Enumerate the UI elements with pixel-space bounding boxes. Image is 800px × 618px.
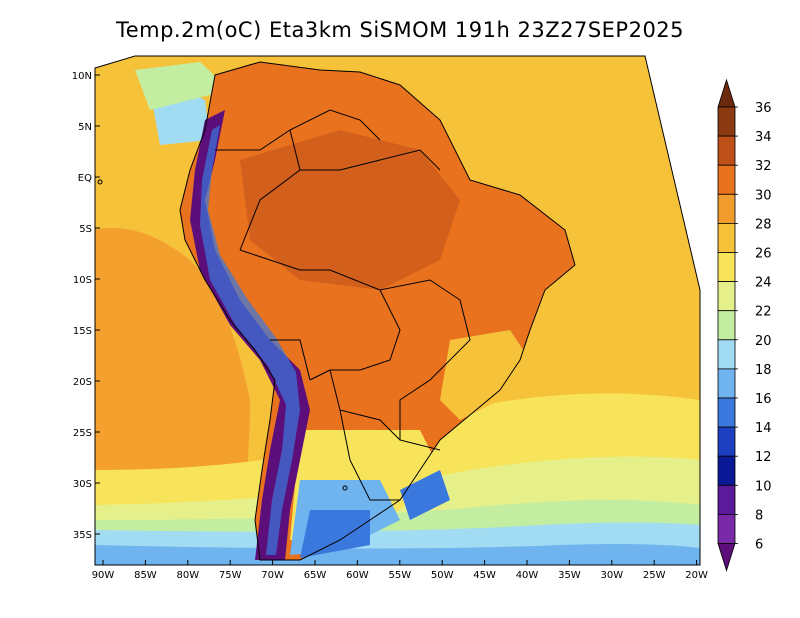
- colorbar-box: [717, 368, 736, 399]
- colorbar-box: [717, 426, 736, 457]
- colorbar-box: [717, 397, 736, 428]
- colorbar-label: 20: [755, 334, 772, 349]
- colorbar-top-arrow: [717, 78, 736, 108]
- country-borders: [215, 109, 471, 501]
- colorbar-label: 18: [755, 363, 772, 378]
- lon-tick-label: 30W: [600, 570, 623, 581]
- lon-tick-label: 55W: [388, 570, 411, 581]
- lon-tick-label: 70W: [261, 570, 284, 581]
- lon-tick-label: 90W: [92, 570, 115, 581]
- colorbar-label: 30: [755, 188, 772, 203]
- colorbar-label: 14: [755, 421, 772, 436]
- colorbar-box: [717, 135, 736, 166]
- colorbar-label: 36: [755, 101, 772, 116]
- colorbar-box: [717, 252, 736, 283]
- lon-tick-label: 60W: [346, 570, 369, 581]
- colorbar-box: [717, 455, 736, 486]
- colorbar-box: [717, 281, 736, 312]
- galapagos-islands: [97, 179, 103, 185]
- map-title: Temp.2m(oC) Eta3km SiSMOM 191h 23Z27SEP2…: [115, 18, 685, 42]
- small-island: [342, 485, 348, 491]
- colorbar-box: [717, 164, 736, 195]
- colorbar-box: [717, 106, 736, 137]
- lon-tick-label: 75W: [219, 570, 242, 581]
- colorbar-label: 8: [755, 508, 763, 523]
- colorbar-bottom-arrow: [717, 543, 736, 572]
- patagonia-cold: [300, 510, 370, 558]
- lat-tick-label: 30S: [73, 479, 92, 490]
- amazon-hot-zone: [240, 130, 460, 290]
- nw-mild-patch: [135, 62, 230, 110]
- colorbar-label: 16: [755, 392, 772, 407]
- lat-tick-label: EQ: [78, 173, 92, 184]
- lat-tick-label: 5S: [79, 224, 92, 235]
- colorbar-label: 22: [755, 305, 772, 320]
- map-field: [95, 56, 700, 565]
- lat-tick-label: 15S: [73, 326, 92, 337]
- lon-tick-label: 40W: [516, 570, 539, 581]
- lat-tick-label: 5N: [78, 122, 92, 133]
- colorbar-box: [717, 193, 736, 224]
- lat-tick-label: 20S: [73, 377, 92, 388]
- se-brazil-mild: [440, 330, 530, 420]
- lat-tick-label: 25S: [73, 428, 92, 439]
- lon-tick-label: 35W: [558, 570, 581, 581]
- lat-tick-label: 10S: [73, 275, 92, 286]
- lon-tick-label: 20W: [685, 570, 708, 581]
- colorbar-box: [717, 484, 736, 515]
- colorbar-box: [717, 222, 736, 253]
- lon-tick-label: 50W: [431, 570, 454, 581]
- colorbar: 36 34 32 30 28 26 24 22 20 18 16 14 12 10 8 6: [717, 78, 772, 572]
- south-band-16: [95, 544, 700, 565]
- colorbar-label: 6: [755, 538, 763, 553]
- continent-outline: [179, 61, 576, 561]
- andes-slope: [200, 125, 300, 555]
- colorbar-label: 10: [755, 479, 772, 494]
- colorbar-label: 34: [755, 130, 772, 145]
- colorbar-label: 12: [755, 450, 772, 465]
- lon-tick-label: 25W: [643, 570, 666, 581]
- lat-tick-label: 35S: [73, 530, 92, 541]
- lon-tick-label: 85W: [134, 570, 157, 581]
- colorbar-label: 24: [755, 276, 772, 291]
- colorbar-label: 28: [755, 217, 772, 232]
- colorbar-box: [717, 514, 736, 544]
- colorbar-box: [717, 339, 736, 370]
- latitude-axis: 10N 5N EQ 5S 10S 15S 20S 25S 30S 35S: [72, 71, 100, 541]
- lon-tick-label: 45W: [473, 570, 496, 581]
- uruguay-cool: [400, 470, 450, 520]
- colorbar-label: 32: [755, 159, 772, 174]
- colorbar-box: [717, 310, 736, 341]
- lat-tick-label: 10N: [72, 71, 92, 82]
- lon-tick-label: 80W: [176, 570, 199, 581]
- lon-tick-label: 65W: [304, 570, 327, 581]
- map-frame: [94, 55, 701, 566]
- colorbar-label: 26: [755, 247, 772, 262]
- pacific-warm-zone: [95, 228, 250, 520]
- longitude-axis: 90W 85W 80W 75W 70W 65W 60W 55W 50W 45W 40W 35W 30W 2…: [92, 560, 708, 581]
